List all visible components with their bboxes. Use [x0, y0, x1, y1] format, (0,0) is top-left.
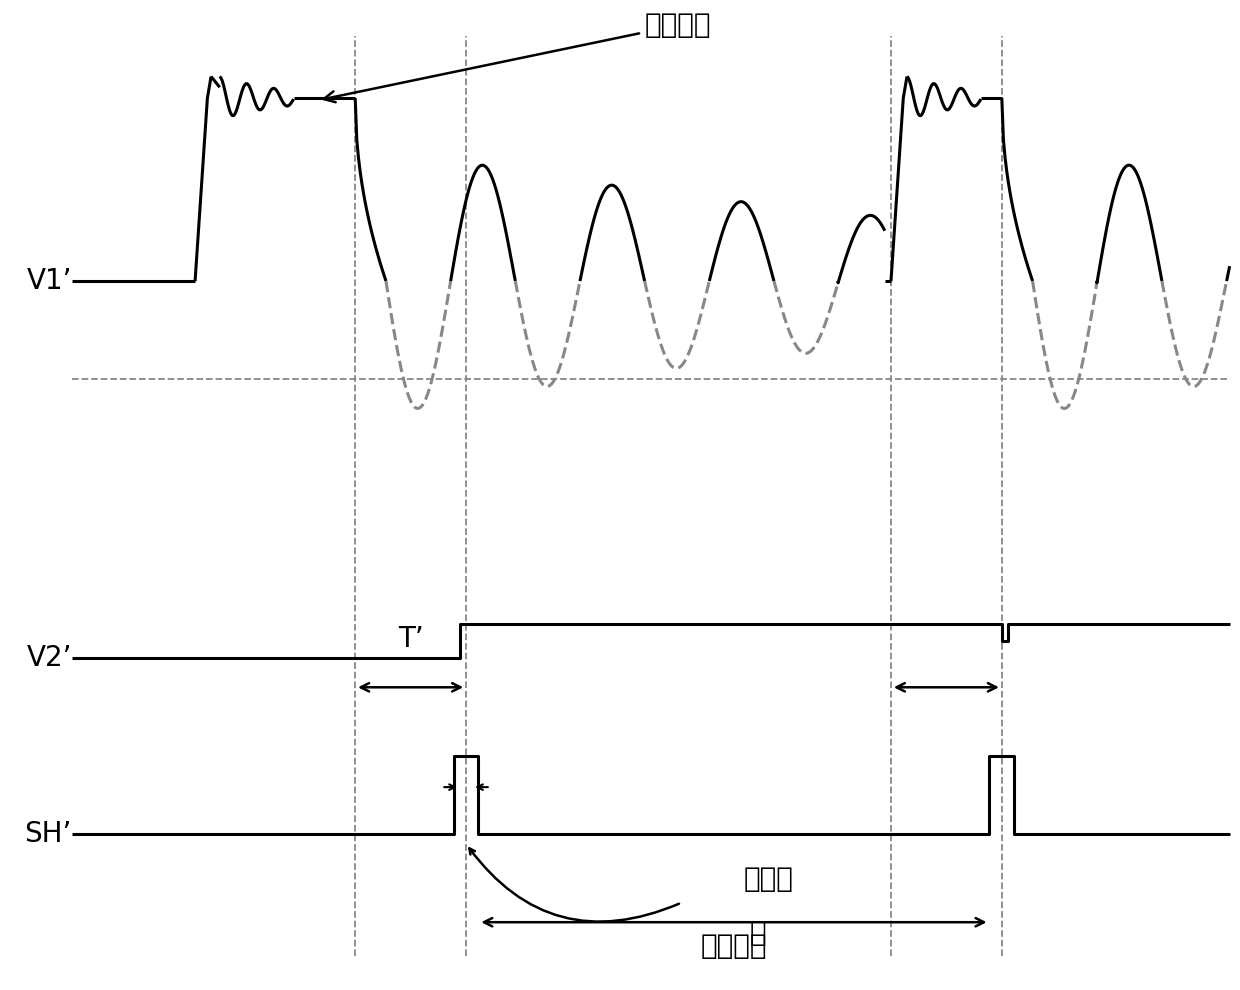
Text: 保持阶段: 保持阶段: [701, 932, 768, 960]
Text: V2’: V2’: [26, 644, 72, 672]
Text: 段: 段: [749, 919, 766, 946]
Text: T’: T’: [398, 625, 424, 653]
Text: 采样阶: 采样阶: [743, 865, 794, 893]
Text: 电压平台: 电压平台: [324, 11, 711, 102]
Text: SH’: SH’: [25, 820, 72, 848]
Text: V1’: V1’: [26, 267, 72, 295]
